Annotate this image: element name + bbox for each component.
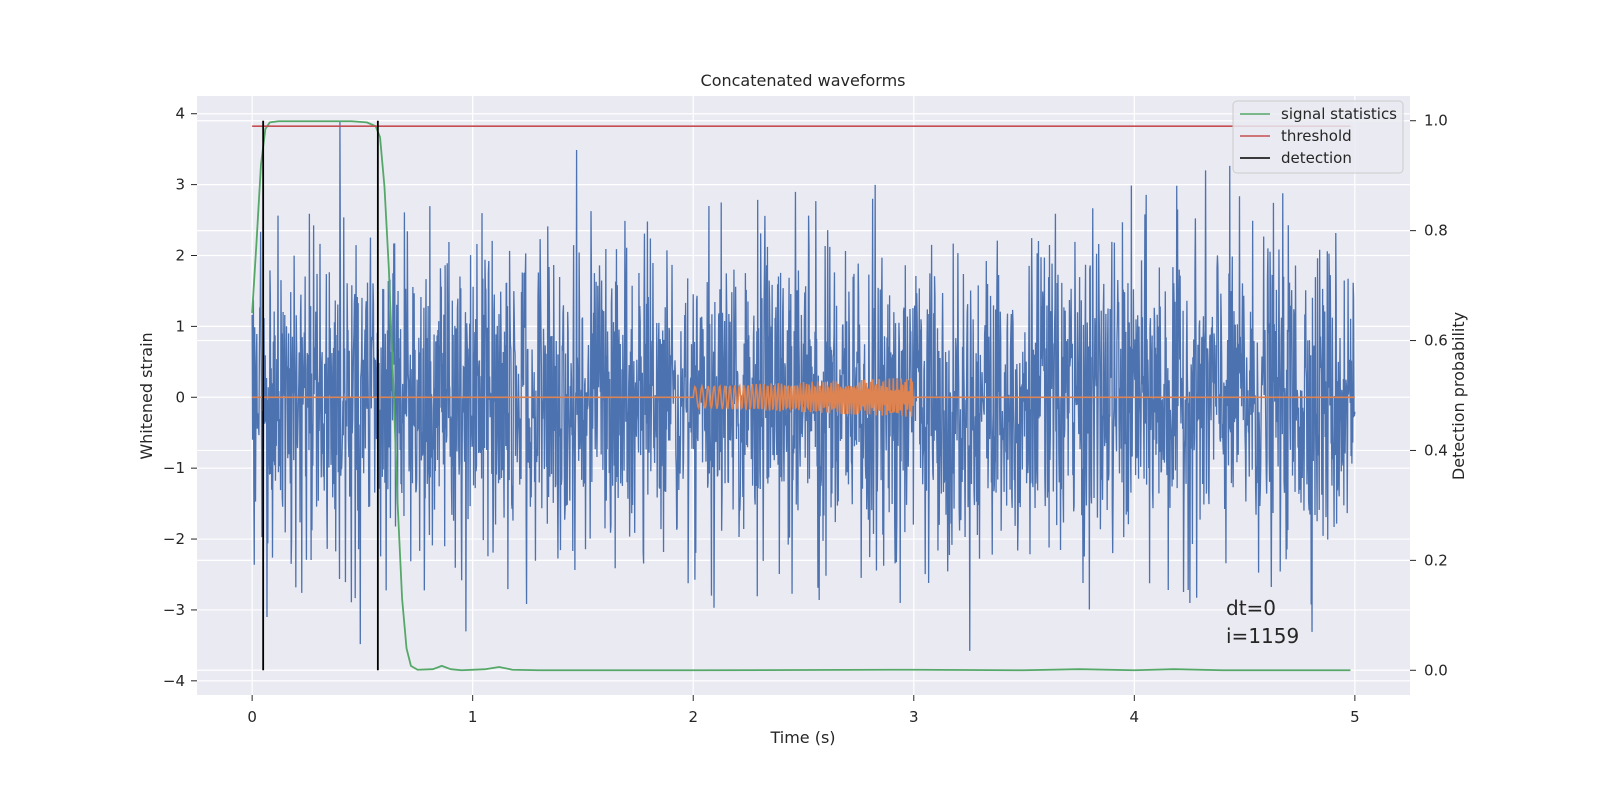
annotation-dt: dt=0 [1226,596,1276,620]
y-right-tick-label: 1.0 [1424,112,1448,130]
whitened-strain-series [251,121,1356,651]
signal-statistics-series [251,120,1351,672]
x-tick-label: 2 [688,708,698,726]
strain-line [251,121,1356,651]
y-right-tick-label: 0.2 [1424,551,1448,569]
y-left-tick-label: 2 [175,246,185,264]
legend-label-threshold: threshold [1281,127,1352,145]
y-right-tick-label: 0.6 [1424,332,1448,350]
waveform-line [252,378,1355,417]
legend: signal statistics threshold detection [1232,100,1404,174]
x-tick-label: 0 [247,708,257,726]
detection-series [262,120,379,671]
y-axis-right-label: Detection probability [1449,312,1468,480]
y-right-tick-label: 0.4 [1424,441,1448,459]
legend-label-signal-statistics: signal statistics [1281,105,1397,123]
signal-statistics-line [251,120,1351,672]
x-axis-label: Time (s) [769,728,835,747]
x-tick-label: 3 [909,708,919,726]
y-left-tick-label: 1 [175,317,185,335]
y-left-tick-label: −2 [163,530,185,548]
y-left-tick-label: −3 [163,601,185,619]
legend-box [1232,100,1404,174]
y-left-tick-label: 0 [175,388,185,406]
annotation-index: i=1159 [1226,624,1299,648]
x-tick-label: 1 [468,708,478,726]
y-left-tick-label: 3 [175,176,185,194]
x-tick-label: 4 [1130,708,1140,726]
y-right-tick-label: 0.8 [1424,222,1448,240]
annotation: dt=0 i=1159 [1226,596,1299,648]
x-tick-label: 5 [1350,708,1360,726]
legend-label-detection: detection [1281,149,1352,167]
axis-ticks: 0 1 2 3 4 5 4 3 2 1 0 −1 −2 −3 −4 1.0 0.8 0.6 0.4 0.2 0.0 [163,105,1448,726]
y-left-tick-label: −1 [163,459,185,477]
injected-waveform-series [252,378,1355,417]
y-axis-left-label: Whitened strain [137,332,156,459]
y-right-tick-label: 0.0 [1424,661,1448,679]
y-left-tick-label: −4 [163,672,185,690]
y-left-tick-label: 4 [175,105,185,123]
chart-title: Concatenated waveforms [701,71,906,90]
